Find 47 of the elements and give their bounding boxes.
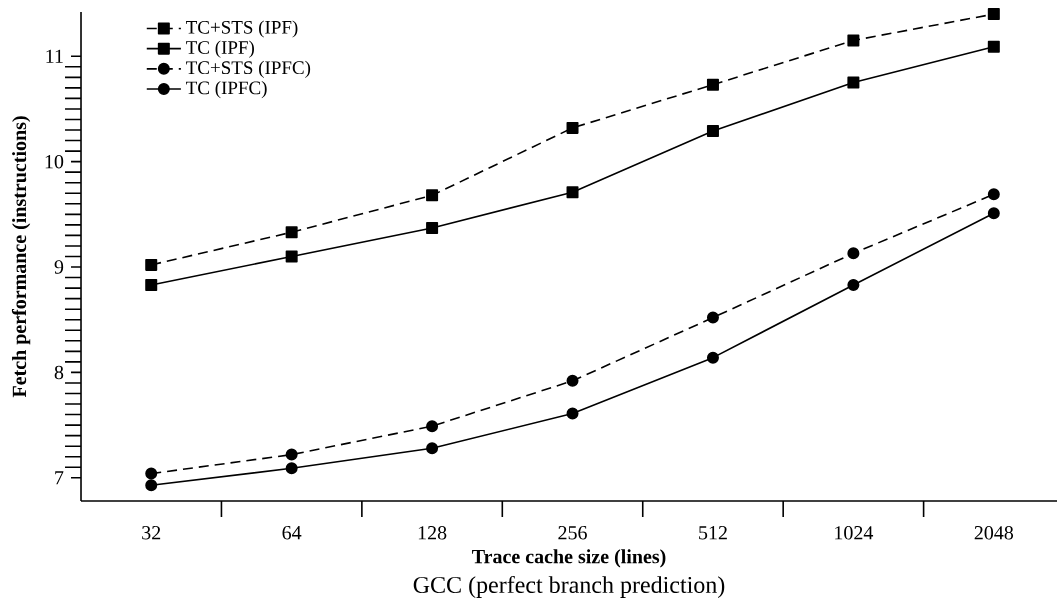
y-axis-title: Fetch performance (instructions) [11, 116, 31, 398]
text: GCC (perfect branch prediction) [413, 575, 725, 598]
point [987, 188, 1000, 201]
point [426, 189, 439, 202]
point [145, 479, 158, 492]
point [566, 186, 579, 199]
point [145, 467, 158, 480]
legend-label: TC+STS (IPFC) [186, 60, 311, 78]
y-tick-label: 11 [46, 49, 63, 63]
x-tick-label: 256 [558, 526, 587, 540]
point [706, 311, 719, 324]
point [706, 351, 719, 364]
x-tick-label: 512 [699, 526, 727, 540]
point [285, 448, 298, 461]
legend-label: TC+STS (IPF) [186, 20, 298, 38]
point [987, 8, 1000, 21]
point [145, 278, 158, 291]
point [847, 76, 860, 89]
x-tick-label: 2048 [974, 526, 1014, 540]
point [285, 226, 298, 239]
legend-label: TC (IPF) [186, 40, 254, 58]
x-tick-label: 128 [418, 526, 447, 540]
point [426, 420, 439, 433]
point [847, 278, 860, 291]
x-axis-title: Trace cache size (lines) [472, 549, 666, 568]
point [706, 125, 719, 138]
point [145, 258, 158, 271]
point [847, 247, 860, 260]
point [566, 374, 579, 387]
point [987, 40, 1000, 53]
y-tick-label: 7 [55, 471, 64, 485]
legend-label: TC (IPFC) [186, 80, 267, 99]
point [987, 207, 1000, 220]
x-tick-label: 1024 [835, 526, 874, 540]
point [566, 121, 579, 134]
point [566, 407, 579, 420]
point [285, 462, 298, 475]
y-tick-label: 9 [54, 260, 64, 274]
point [847, 34, 860, 47]
point [285, 250, 298, 263]
x-tick-label: 32 [142, 526, 161, 540]
x-tick-label: 64 [282, 526, 302, 540]
point [706, 78, 719, 91]
y-tick-label: 8 [54, 365, 64, 380]
point [426, 222, 439, 235]
point [426, 442, 439, 455]
y-tick-label: 10 [45, 154, 64, 169]
